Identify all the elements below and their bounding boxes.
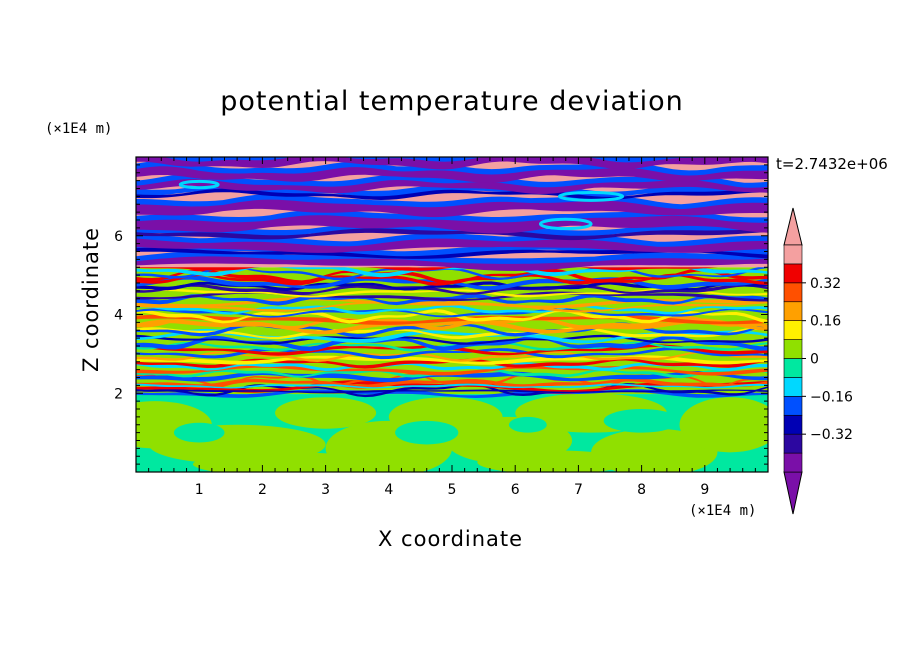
- x-tick-label: 2: [258, 482, 267, 498]
- turbulent-band: [136, 283, 768, 295]
- turbulent-band: [136, 371, 768, 383]
- stratified-band: [136, 215, 768, 234]
- stratified-band: [136, 188, 768, 201]
- stratified-band: [136, 238, 768, 253]
- contour-eddy: [557, 190, 625, 202]
- contour-field: [136, 157, 768, 472]
- y-unit-label: (×1E4 m): [45, 121, 113, 137]
- stratified-band: [136, 222, 768, 238]
- boundary-blob: [508, 416, 547, 433]
- turbulent-band: [136, 334, 768, 345]
- boundary-blob: [275, 397, 377, 429]
- colorbar-label: −0.16: [810, 389, 853, 405]
- turbulent-band: [136, 380, 768, 394]
- colorbar-swatch: [783, 452, 803, 473]
- turbulent-band: [136, 335, 768, 352]
- colorbar-swatch: [783, 358, 803, 378]
- stratified-band: [136, 166, 768, 183]
- turbulent-band: [136, 328, 768, 344]
- turbulent-band: [136, 358, 768, 369]
- x-tick-label: 6: [511, 482, 520, 498]
- turbulent-band: [136, 344, 768, 356]
- colorbar-bottom-extension: [783, 471, 803, 515]
- x-tick-label: 8: [637, 482, 646, 498]
- turbulent-band: [136, 308, 768, 318]
- colorbar-swatch: [783, 244, 803, 265]
- turbulent-band: [136, 378, 768, 389]
- turbulent-band: [136, 301, 768, 313]
- contour-eddy: [538, 217, 593, 231]
- stratified-band: [136, 247, 768, 259]
- turbulent-band: [136, 268, 768, 285]
- turbulent-band: [136, 362, 768, 372]
- turbulent-band: [136, 309, 768, 324]
- colorbar-label: 0.16: [810, 314, 841, 330]
- colorbar-swatch: [783, 301, 803, 321]
- stratified-band: [136, 179, 768, 194]
- turbulent-band: [136, 351, 768, 362]
- turbulent-band: [136, 326, 768, 340]
- turbulent-band: [136, 318, 768, 335]
- x-axis-label: X coordinate: [378, 527, 524, 551]
- stratified-band: [136, 228, 768, 241]
- surface-band: [136, 389, 768, 394]
- x-tick-label: 7: [574, 482, 583, 498]
- turbulent-band: [136, 304, 768, 315]
- time-label: t=2.7432e+06: [776, 155, 888, 173]
- colorbar-swatch: [783, 339, 803, 359]
- boundary-blob: [603, 409, 680, 433]
- turbulent-band: [136, 364, 768, 376]
- colorbar-label: −0.32: [810, 427, 853, 443]
- contour-eddy: [178, 179, 220, 190]
- colorbar-top-extension: [783, 207, 803, 246]
- x-unit-label: (×1E4 m): [689, 503, 757, 519]
- boundary-blob: [173, 422, 225, 443]
- colorbar-swatch: [783, 433, 803, 454]
- x-tick-label: 3: [321, 482, 330, 498]
- chart-title: potential temperature deviation: [220, 86, 684, 117]
- colorbar-swatch: [783, 263, 803, 284]
- y-tick-label: 2: [114, 386, 123, 402]
- colorbar-swatch: [783, 414, 803, 435]
- colorbar-swatch: [783, 377, 803, 397]
- boundary-blob: [395, 420, 459, 445]
- colorbar-label: 0: [810, 352, 819, 368]
- x-tick-label: 5: [448, 482, 457, 498]
- colorbar-label: 0.32: [810, 276, 841, 292]
- turbulent-band: [136, 315, 768, 331]
- x-tick-label: 4: [384, 482, 393, 498]
- colorbar-swatch: [783, 320, 803, 340]
- colorbar-swatch: [783, 396, 803, 416]
- stratified-band: [136, 256, 768, 271]
- x-tick-label: 9: [700, 482, 709, 498]
- y-tick-label: 6: [114, 229, 123, 245]
- turbulent-band: [136, 288, 768, 298]
- boundary-blob: [679, 397, 768, 453]
- surface-band: [136, 383, 768, 389]
- y-tick-label: 4: [114, 308, 123, 324]
- turbulent-band: [136, 281, 768, 291]
- x-tick-label: 1: [195, 482, 204, 498]
- turbulent-band: [136, 347, 768, 360]
- boundary-blob: [192, 452, 383, 472]
- stratified-band: [136, 250, 768, 269]
- colorbar-swatch: [783, 282, 803, 303]
- stratified-band: [136, 199, 768, 218]
